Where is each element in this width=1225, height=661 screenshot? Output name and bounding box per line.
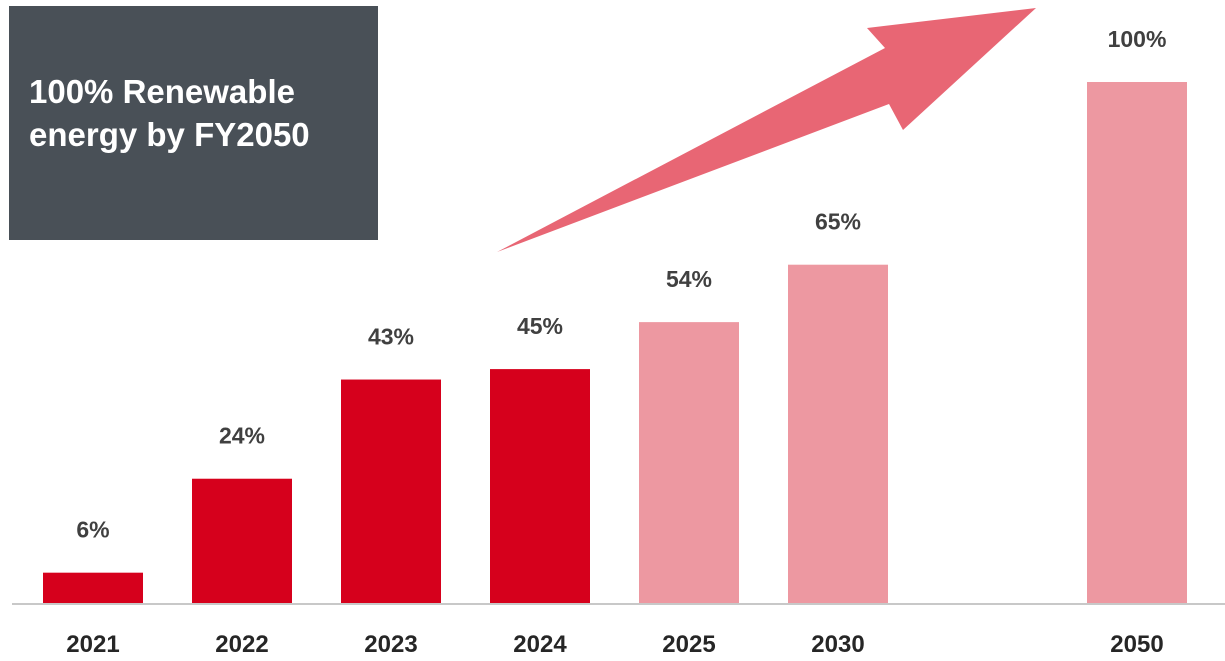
data-label-2023: 43% [368,324,414,350]
bar-2050 [1087,82,1187,604]
category-label-2021: 2021 [66,631,119,658]
data-label-2024: 45% [517,313,563,339]
data-label-2050: 100% [1108,26,1167,52]
data-label-2025: 54% [666,266,712,292]
category-label-2023: 2023 [364,631,417,658]
bar-2021 [43,572,143,604]
bar-2024 [490,369,590,604]
chart-title: 100% Renewable energy by FY2050 [29,73,310,153]
category-label-2030: 2030 [811,631,864,658]
title-box: 100% Renewable energy by FY2050 [9,6,378,240]
data-label-2030: 65% [815,209,861,235]
bar-2023 [341,379,441,604]
bar-2025 [639,322,739,604]
category-label-2024: 2024 [513,631,567,658]
data-label-2021: 6% [76,517,109,543]
bar-2022 [192,478,292,604]
category-label-2025: 2025 [662,631,715,658]
data-label-2022: 24% [219,423,265,449]
category-label-2050: 2050 [1110,631,1163,658]
bar-2030 [788,264,888,604]
bars-group: 6% 2021 24% 2022 43% 2023 45% 2024 54% 2025 65% 203… [43,26,1187,658]
upward-trend-arrow-icon [497,8,1036,252]
category-label-2022: 2022 [215,631,268,658]
